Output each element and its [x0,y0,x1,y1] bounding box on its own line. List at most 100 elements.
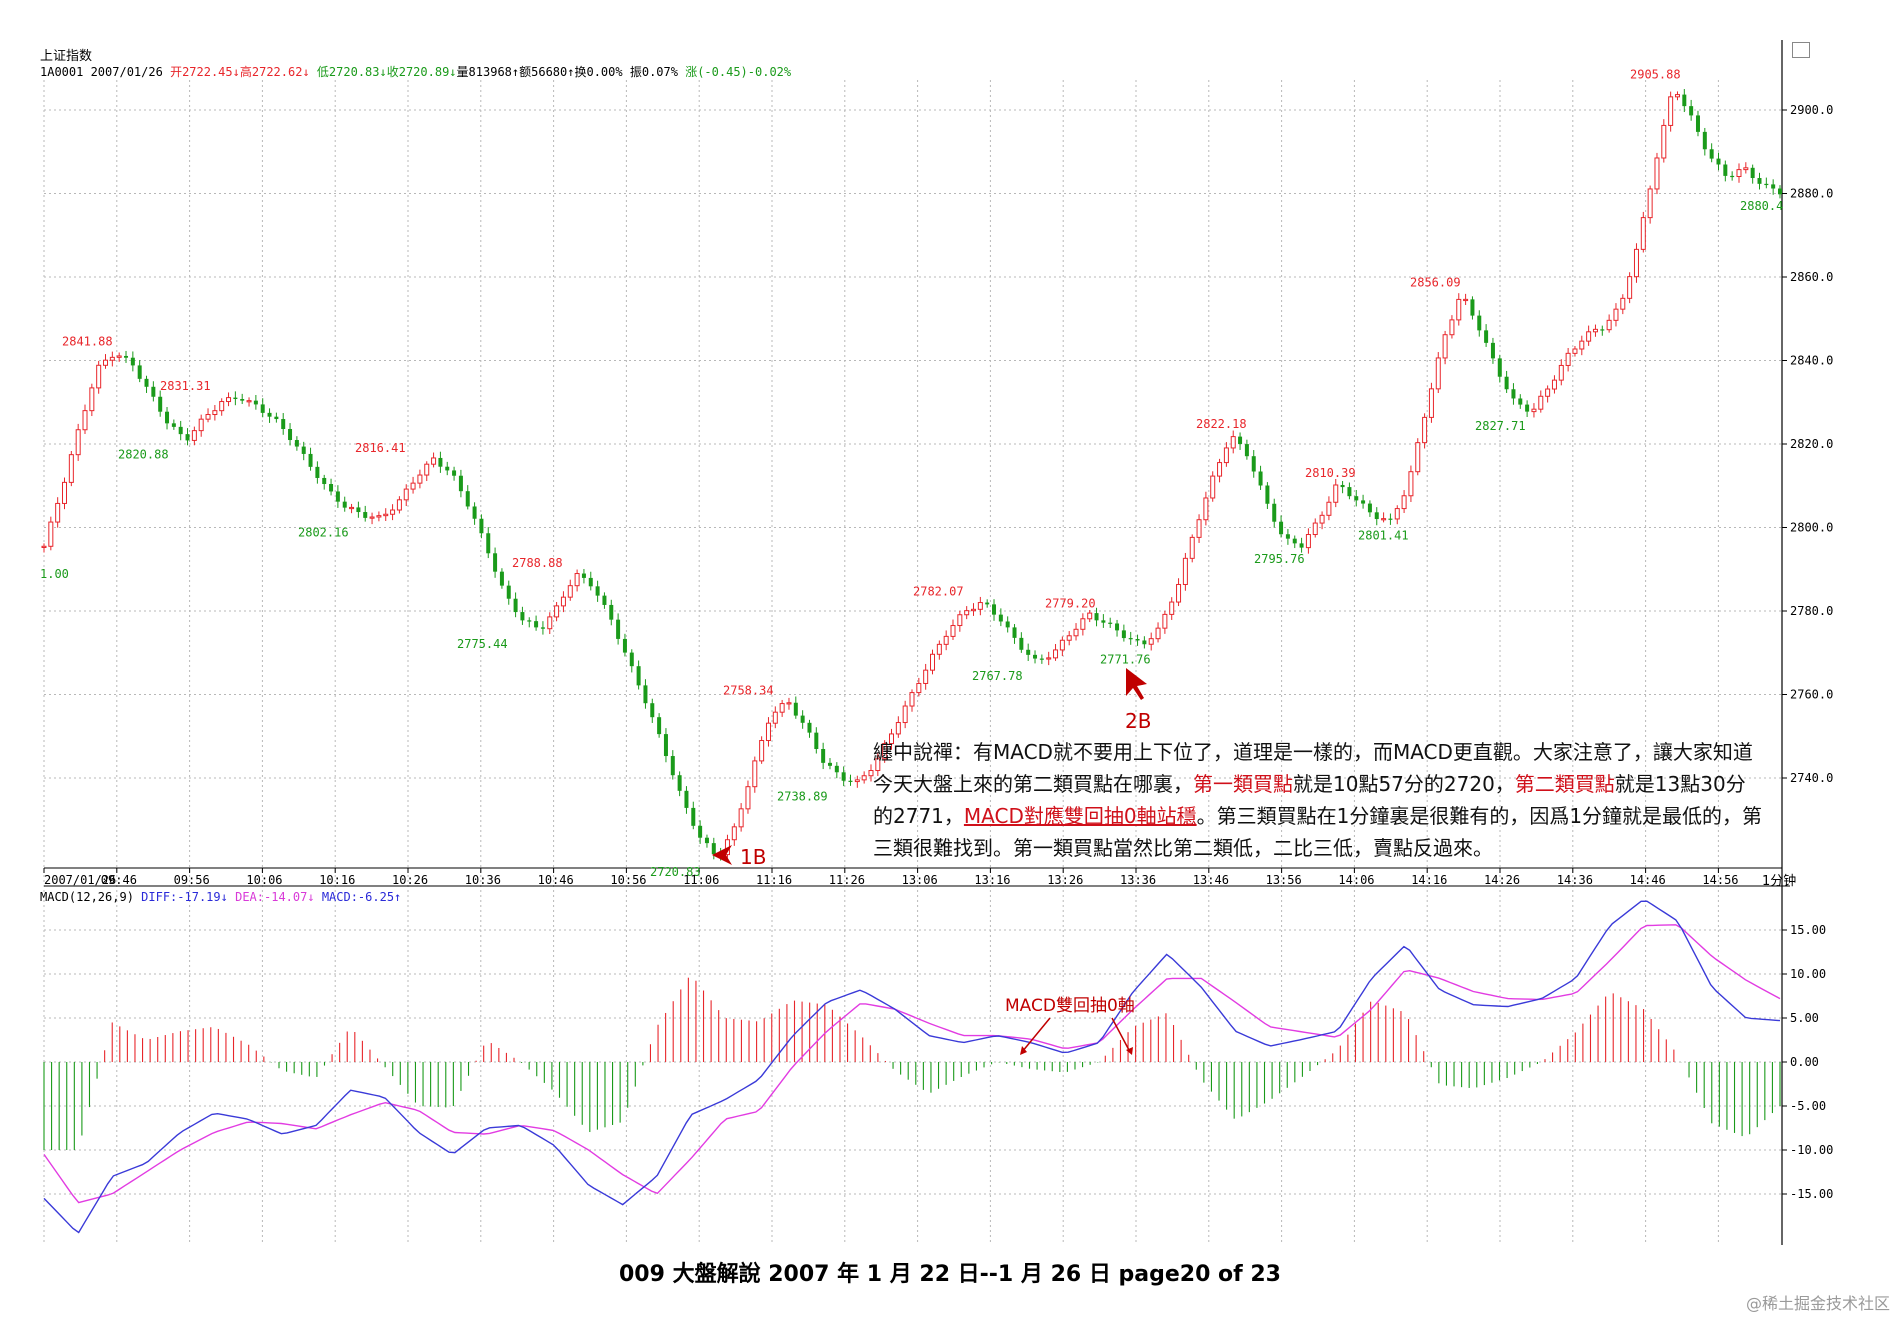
candle-body [1579,340,1585,350]
candle-body [1381,518,1387,521]
candle-body [1388,518,1393,520]
candle-body [977,602,983,610]
candle-body [390,509,396,515]
peak-label: 2905.88 [1630,67,1681,81]
trough-label: 2827.71 [1475,419,1526,433]
timeframe-label: 1分钟 [1762,874,1797,889]
candle-body [178,426,183,435]
candle-body [1223,447,1229,464]
candle-body [998,614,1003,622]
candle-body [1695,115,1700,132]
time-tick-label: 11:26 [829,873,865,887]
candle-body [704,837,709,844]
macd-tick-label: -15.00 [1790,1187,1833,1201]
candle-body [1272,503,1277,522]
time-tick-label: 13:56 [1266,873,1302,887]
trough-label: 2720.83 [650,865,701,879]
candle-body [841,772,846,781]
candle-body [322,477,327,485]
candle-body [1155,627,1161,640]
candle-body [369,516,375,519]
candle-body [281,419,286,429]
candle-body [1361,500,1366,504]
time-tick-label: 13:26 [1047,873,1083,887]
candle-body [609,604,614,620]
candle-body [191,430,197,441]
callout-arrowhead [1126,1047,1133,1055]
candle-body [246,400,252,403]
candle-body [55,502,61,523]
candle-body [486,533,491,554]
arrow-1b [712,845,732,865]
candle-body [1394,508,1400,520]
candle-body [1238,436,1243,445]
candle-body [1456,298,1462,321]
candle-body [1367,503,1372,513]
candle-body [1757,178,1762,184]
candle-body [479,518,484,534]
candle-body [294,440,299,447]
candle-body [1285,534,1290,539]
candle-body [731,826,737,841]
candle-body [424,463,430,476]
candle-body [1716,158,1721,165]
candle-body [1463,298,1469,302]
quote-info-line: 1A0001 2007/01/26 开2722.45↓高2722.62↓ 低27… [40,63,791,80]
candle-body [807,722,812,733]
candle-body [233,397,238,400]
candle-body [936,643,942,655]
candle-body [1442,334,1448,359]
candle-body [1730,175,1735,178]
note-buy2: 第二類買點 [1514,772,1615,796]
candle-body [950,625,956,637]
candle-body [274,416,279,420]
peak-label: 2788.88 [512,556,563,570]
candle-body [1312,522,1318,536]
candle-body [622,638,627,653]
candle-body [1128,638,1133,640]
candle-body [1668,96,1674,126]
note-text-2: 就是10點57分的2720， [1293,772,1515,796]
candle-body [356,507,361,513]
note-macd-highlight: MACD對應雙回抽0軸站穩 [963,804,1197,828]
candle-body [1169,601,1175,615]
candle-body [383,513,389,517]
candle-body [1258,471,1263,486]
candle-body [1401,495,1407,510]
candle-body [1661,124,1667,159]
candle-body [868,770,874,777]
candle-body [1026,649,1031,655]
peak-label: 2841.88 [62,335,113,349]
info-low: 低2720.83↓ [316,65,387,79]
candle-body [1059,639,1065,651]
time-tick-label: 10:06 [246,873,282,887]
candlestick-series [41,89,1782,861]
candle-body [595,586,600,596]
candle-body [738,808,744,828]
grid-lines [43,80,1782,1245]
candle-body [1408,471,1414,497]
time-tick-label: 09:46 [101,873,137,887]
candle-body [1709,149,1714,159]
macd-tick-label: -10.00 [1790,1143,1833,1157]
left-edge-label: 1.00 [40,567,69,581]
candle-body [1470,299,1475,316]
candle-body [698,825,703,838]
candle-body [1484,330,1489,343]
time-tick-label: 10:16 [319,873,355,887]
index-name: 上证指数 [40,49,93,64]
candle-body [1606,319,1612,331]
candle-body [158,396,163,412]
candle-body [363,512,368,518]
candle-body [445,466,450,471]
candle-body [663,734,668,757]
candle-body [1477,315,1482,331]
callout-arrowhead [1020,1046,1027,1055]
calendar-icon[interactable] [1792,42,1810,58]
peak-label: 2779.20 [1045,596,1096,610]
dea-line [43,924,1781,1204]
candle-body [376,515,382,518]
macd-header: MACD(12,26,9) DIFF:-17.19↓ DEA:-14.07↓ M… [40,890,401,904]
candle-body [1497,358,1502,377]
macd-value: MACD:-6.25↑ [321,890,402,904]
